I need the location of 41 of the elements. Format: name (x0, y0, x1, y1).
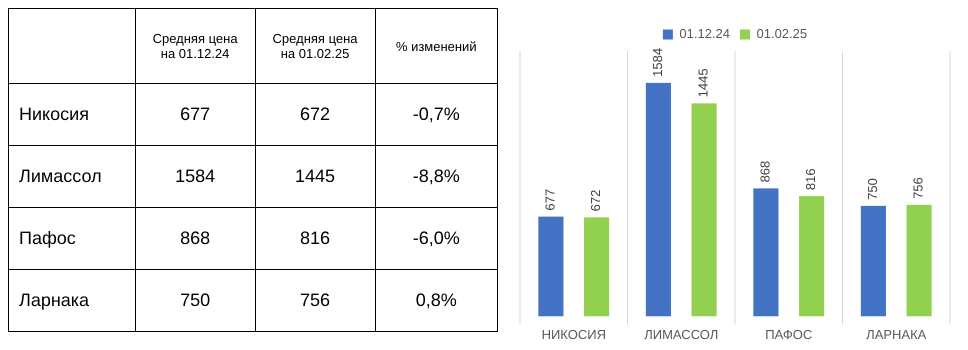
x-tick-label: ЛАРНАКА (866, 326, 927, 342)
x-tick-label: НИКОСИЯ (542, 326, 606, 342)
category-label: Ларнака (8, 270, 136, 332)
bar (799, 196, 824, 316)
bar (538, 216, 564, 316)
category-label: Лимассол (8, 146, 136, 208)
bar (753, 188, 778, 316)
legend-label: 01.12.24 (679, 26, 730, 42)
x-tick-label: ЛИМАССОЛ (644, 326, 718, 342)
data-label: -6,0% (375, 208, 498, 270)
data-label: 1445 (696, 68, 711, 98)
text: % изменений (375, 8, 498, 84)
bar (692, 103, 717, 316)
data-label: 0,8% (375, 270, 498, 332)
text: Средняя цена на 01.02.25 (255, 8, 376, 84)
data-label: 756 (255, 270, 376, 332)
data-label: -8,8% (375, 146, 498, 208)
bar (646, 82, 671, 316)
category-label: Никосия (8, 84, 136, 146)
data-label: 672 (588, 190, 604, 212)
data-label: 756 (910, 177, 926, 199)
legend-label: 01.02.25 (756, 26, 808, 42)
data-label: 750 (135, 270, 256, 332)
x-tick-label: ПАФОС (765, 326, 812, 342)
data-label: 816 (255, 208, 376, 270)
data-label: 868 (135, 208, 256, 270)
data-label: 1584 (650, 48, 665, 77)
bar (584, 217, 610, 316)
data-label: 677 (542, 188, 558, 211)
data-label: 1584 (135, 146, 256, 208)
data-label: 816 (803, 168, 818, 190)
data-label: 868 (757, 160, 772, 182)
bar (860, 206, 886, 316)
data-label: 672 (255, 84, 376, 146)
data-label: 677 (135, 84, 256, 146)
data-label: -0,7% (375, 84, 498, 146)
data-label: 1445 (255, 146, 376, 208)
data-label: 750 (864, 178, 880, 200)
category-label: Пафос (8, 208, 136, 270)
bar (906, 204, 932, 316)
text: Средняя цена на 01.12.24 (135, 8, 256, 84)
